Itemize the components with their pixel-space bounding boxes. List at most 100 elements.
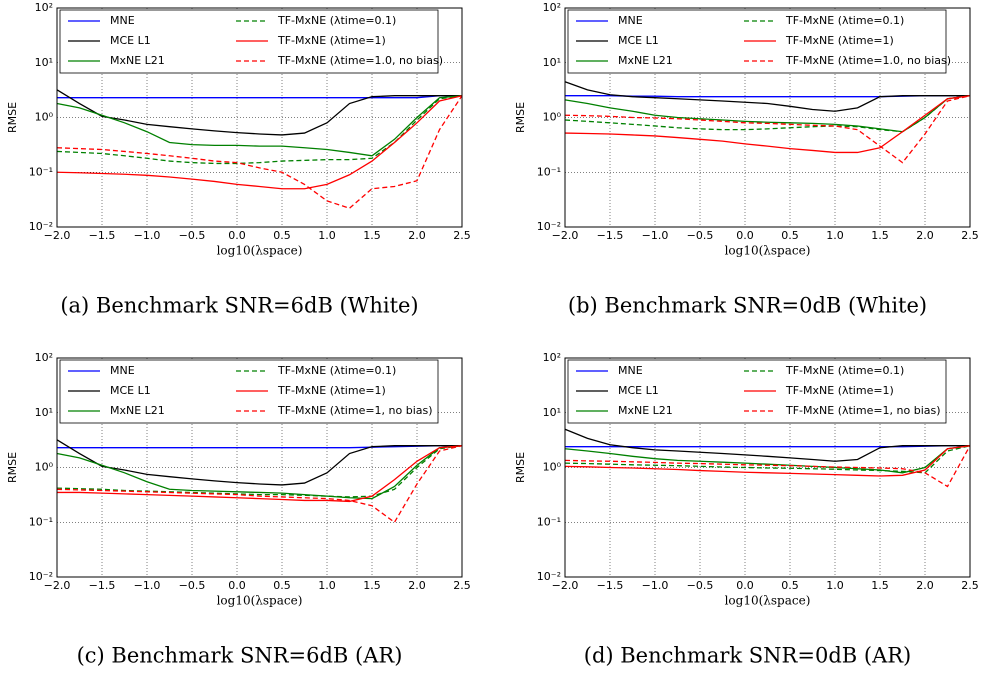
x-tick-label: 1.0 [318,229,336,242]
plot-frame [564,7,971,228]
plot-frame [56,357,463,578]
legend-label: TF-MxNE (λtime=1, no bias) [277,404,433,417]
legend-label: MCE L1 [618,34,659,47]
legend-label: MxNE L21 [110,404,165,417]
chart-panel: 10⁻² 10⁻¹ 10⁰ 10¹ 10² −2.0 −1.5 −1.0 −0.5 0.0 0.5 1… [6,351,471,668]
series-line [564,445,971,474]
x-tick-label: 0.5 [781,579,799,592]
x-tick-label: 2.5 [961,579,979,592]
x-tick-label: 0.5 [273,579,291,592]
legend-label: MxNE L21 [110,54,165,67]
series-line [57,445,462,449]
x-tick-label: 1.5 [363,579,381,592]
series-line [564,445,971,474]
x-tick-label: −0.5 [687,579,714,592]
x-tick-label: 0.5 [273,229,291,242]
y-tick-label: 10⁻² [537,220,561,233]
x-tick-label: −1.5 [597,229,624,242]
legend-label: TF-MxNE (λtime=0.1) [785,14,904,27]
x-tick-label: 2.5 [453,229,471,242]
x-axis-label: log10(λspace) [217,244,303,258]
x-tick-label: 2.0 [408,229,426,242]
legend-label: TF-MxNE (λtime=0.1) [277,14,396,27]
series-line [56,89,462,136]
legend-label: TF-MxNE (λtime=1) [277,34,386,47]
y-axis-label: RMSE [514,452,527,483]
caption: (b) Benchmark SNR=0dB (White) [568,294,927,318]
y-tick-label: 10⁰ [35,461,54,474]
x-tick-label: 2.0 [408,579,426,592]
x-tick-label: 0.0 [736,579,754,592]
y-tick-label: 10⁻¹ [537,165,561,178]
legend-label: TF-MxNE (λtime=1, no bias) [785,404,941,417]
chart-panel: 10⁻² 10⁻¹ 10⁰ 10¹ 10² −2.0 −1.5 −1.0 −0.5 0.0 0.5 1… [514,351,979,668]
x-tick-label: 2.5 [961,229,979,242]
x-tick-label: −2.0 [44,579,71,592]
y-axis-label: RMSE [6,102,19,133]
legend-label: MNE [618,364,643,377]
series-line [564,428,970,462]
x-axis-label: log10(λspace) [217,594,303,608]
x-tick-label: −1.0 [642,229,669,242]
y-tick-label: 10⁻¹ [29,165,53,178]
y-tick-label: 10² [543,1,561,14]
x-tick-label: −1.0 [134,229,161,242]
x-tick-label: 1.0 [826,229,844,242]
plot-frame [564,357,971,578]
legend-label: TF-MxNE (λtime=0.1) [785,364,904,377]
chart-panel: 10⁻² 10⁻¹ 10⁰ 10¹ 10² −2.0 −1.5 −1.0 −0.5 0.0 0.5 1… [514,1,979,318]
y-tick-label: 10⁰ [543,461,562,474]
series-line [564,81,970,112]
y-tick-label: 10¹ [543,56,561,69]
x-tick-label: −1.5 [89,229,116,242]
y-tick-label: 10⁰ [35,111,54,124]
y-tick-label: 10¹ [35,406,53,419]
x-tick-label: −1.0 [134,579,161,592]
x-tick-label: −1.5 [89,579,116,592]
x-tick-label: 1.0 [318,579,336,592]
series-line [565,445,970,448]
x-tick-label: −2.0 [44,229,71,242]
legend-label: MxNE L21 [618,404,673,417]
series-line [56,445,463,500]
legend-label: TF-MxNE (λtime=1.0, no bias) [277,54,443,67]
y-tick-label: 10⁻² [29,220,53,233]
x-tick-label: 1.5 [871,579,889,592]
x-axis-label: log10(λspace) [725,244,811,258]
y-tick-label: 10⁰ [543,111,562,124]
x-tick-label: 0.0 [228,229,246,242]
y-tick-label: 10² [35,1,53,14]
legend-label: MCE L1 [110,384,151,397]
series-line [56,95,463,209]
series-line [56,95,463,157]
legend-label: TF-MxNE (λtime=1) [785,34,894,47]
series-line [57,95,462,99]
x-tick-label: 0.0 [228,579,246,592]
series-line [564,445,971,488]
series-line [564,95,971,154]
y-tick-label: 10⁻² [537,570,561,583]
y-axis-label: RMSE [514,102,527,133]
y-tick-label: 10⁻² [29,570,53,583]
series-line [56,445,463,498]
x-tick-label: −0.5 [179,579,206,592]
caption: (a) Benchmark SNR=6dB (White) [60,294,418,318]
x-tick-label: −0.5 [687,229,714,242]
caption: (c) Benchmark SNR=6dB (AR) [77,644,403,668]
x-tick-label: 1.5 [871,229,889,242]
x-tick-label: 1.0 [826,579,844,592]
legend-label: TF-MxNE (λtime=1) [277,384,386,397]
legend-label: MCE L1 [618,384,659,397]
caption: (d) Benchmark SNR=0dB (AR) [584,644,912,668]
x-tick-label: 2.0 [916,579,934,592]
legend-label: MNE [618,14,643,27]
series-line [56,95,463,165]
legend-label: MNE [110,14,135,27]
x-tick-label: −2.0 [552,229,579,242]
legend-label: MCE L1 [110,34,151,47]
y-tick-label: 10¹ [35,56,53,69]
x-tick-label: 0.5 [781,229,799,242]
series-line [564,95,971,164]
x-axis-label: log10(λspace) [725,594,811,608]
series-line [56,95,463,190]
